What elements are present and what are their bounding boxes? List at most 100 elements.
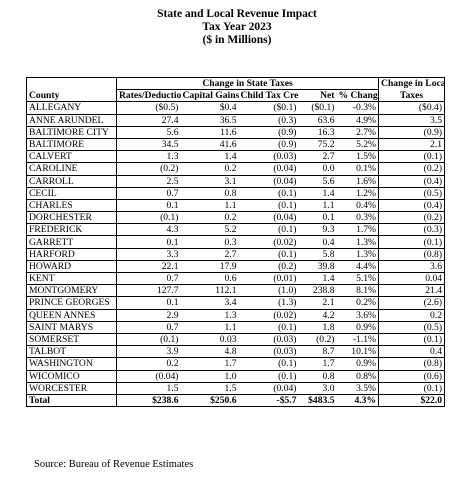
cell-net: (0.2) (298, 333, 337, 347)
cell-capital-gains: 0.8 (180, 187, 239, 200)
cell-local: (0.2) (378, 211, 446, 225)
cell-net: 1.1 (298, 199, 337, 213)
cell-county: MONTGOMERY (26, 284, 117, 298)
cell-rates: (0.1) (116, 333, 181, 347)
table-row: ANNE ARUNDEL 27.4 36.5 (0.3) 63.6 4.9% 3.5 (26, 114, 446, 127)
cell-local: (0.6) (378, 370, 446, 383)
cell-rates: 1.3 (116, 150, 181, 164)
cell-child-tax-credit: (0.04) (238, 382, 299, 395)
cell-pct-change: 1.5% (336, 150, 380, 164)
cell-pct-change: 0.9% (336, 321, 380, 334)
table-row: BALTIMORE 34.5 41.6 (0.9) 75.2 5.2% 2.1 (26, 138, 446, 152)
cell-county: QUEEN ANNES (26, 309, 117, 322)
cell-local: 21.4 (378, 284, 446, 298)
cell-child-tax-credit: (0.01) (238, 272, 299, 286)
cell-pct-change: 4.9% (336, 114, 380, 127)
cell-rates: (0.2) (116, 162, 181, 176)
cell-rates: 0.7 (116, 321, 181, 334)
cell-county: CARROLL (26, 175, 117, 188)
cell-net: 63.6 (298, 114, 337, 127)
cell-capital-gains: 17.9 (180, 260, 239, 274)
cell-county: ANNE ARUNDEL (26, 114, 117, 127)
cell-net: 0.4 (298, 235, 337, 249)
header-rates: Rates/Deductions (116, 89, 181, 103)
cell-net: 1.7 (298, 357, 337, 371)
cell-rates: 0.2 (116, 357, 181, 371)
cell-pct-change: 1.3% (336, 235, 380, 249)
table-row: BALTIMORE CITY 5.6 11.6 (0.9) 16.3 2.7% (0.9) (26, 126, 446, 139)
cell-county: PRINCE GEORGES (26, 296, 117, 310)
cell-capital-gains: 112.1 (180, 284, 239, 298)
title-line-3: ($ in Millions) (202, 34, 272, 46)
header-county: County (26, 89, 117, 103)
table-row: WICOMICO (0.04) 1.0 (0.1) 0.8 0.8% (0.6) (26, 370, 446, 383)
cell-county: DORCHESTER (26, 211, 117, 225)
cell-capital-gains: 1.5 (180, 382, 239, 395)
cell-capital-gains: 0.2 (180, 162, 239, 176)
cell-child-tax-credit: ($0.1) (238, 101, 299, 115)
cell-capital-gains: 3.1 (180, 175, 239, 188)
cell-county: WASHINGTON (26, 357, 117, 371)
cell-child-tax-credit: (0.9) (238, 138, 299, 152)
cell-county: SAINT MARYS (26, 321, 117, 334)
cell-child-tax-credit: (0.04) (238, 211, 299, 225)
cell-county: SOMERSET (26, 333, 117, 347)
source-note: Source: Bureau of Revenue Estimates (34, 459, 194, 470)
header-pct-change: % Change (336, 89, 380, 103)
table-row: CARROLL 2.5 3.1 (0.04) 5.6 1.6% (0.4) (26, 175, 446, 188)
cell-child-tax-credit: (0.04) (238, 162, 299, 176)
table-row: QUEEN ANNES 2.9 1.3 (0.02) 4.2 3.6% 0.2 (26, 309, 446, 322)
cell-child-tax-credit: (0.3) (238, 114, 299, 127)
cell-capital-gains: 1.0 (180, 370, 239, 383)
cell-county: CECIL (26, 187, 117, 200)
cell-rates: 27.4 (116, 114, 181, 127)
total-label: Total (26, 393, 117, 408)
table-body: ALLEGANY ($0.5) $0.4 ($0.1) ($0.1) -0.3% ($0.4… (26, 101, 446, 395)
table-row: DORCHESTER (0.1) 0.2 (0.04) 0.1 0.3% (0.2) (26, 211, 446, 225)
cell-rates: 0.7 (116, 187, 181, 200)
cell-pct-change: 1.2% (336, 187, 380, 200)
cell-county: HARFORD (26, 248, 117, 261)
cell-local: (0.8) (378, 248, 446, 261)
cell-capital-gains: 11.6 (180, 126, 239, 139)
cell-rates: 3.9 (116, 345, 181, 359)
cell-pct-change: 2.7% (336, 126, 380, 139)
cell-local: (0.8) (378, 357, 446, 371)
title-line-2: Tax Year 2023 (202, 21, 272, 33)
total-row: Total $238.6 $250.6 -$5.7 $483.5 4.3% $2… (26, 393, 446, 408)
header-local-taxes-line2: Taxes (378, 89, 446, 103)
cell-net: 3.0 (298, 382, 337, 395)
cell-net: 1.4 (298, 187, 337, 200)
cell-local: (0.5) (378, 321, 446, 334)
cell-county: CAROLINE (26, 162, 117, 176)
cell-county: WORCESTER (26, 382, 117, 395)
cell-capital-gains: 1.4 (180, 150, 239, 164)
table-row: CALVERT 1.3 1.4 (0.03) 2.7 1.5% (0.1) (26, 150, 446, 164)
cell-capital-gains: 41.6 (180, 138, 239, 152)
cell-child-tax-credit: (0.02) (238, 235, 299, 249)
table-row: ALLEGANY ($0.5) $0.4 ($0.1) ($0.1) -0.3% ($0.4… (26, 101, 446, 115)
cell-pct-change: 1.7% (336, 223, 380, 237)
cell-local: (0.1) (378, 150, 446, 164)
cell-pct-change: 8.1% (336, 284, 380, 298)
cell-net: 5.6 (298, 175, 337, 188)
header-local-taxes-line1: Change in Local (378, 76, 446, 90)
cell-child-tax-credit: (0.1) (238, 199, 299, 213)
total-pct-change: 4.3% (336, 393, 380, 408)
cell-local: 0.4 (378, 345, 446, 359)
cell-child-tax-credit: (0.9) (238, 126, 299, 139)
cell-child-tax-credit: (0.1) (238, 357, 299, 371)
cell-pct-change: -0.3% (336, 101, 380, 115)
total-child-tax-credit: -$5.7 (238, 393, 299, 408)
cell-child-tax-credit: (0.03) (238, 333, 299, 347)
table-row: CAROLINE (0.2) 0.2 (0.04) 0.0 0.1% (0.2) (26, 162, 446, 176)
cell-net: 75.2 (298, 138, 337, 152)
cell-county: GARRETT (26, 235, 117, 249)
cell-capital-gains: 3.4 (180, 296, 239, 310)
cell-local: (0.1) (378, 382, 446, 395)
cell-county: BALTIMORE (26, 138, 117, 152)
cell-capital-gains: 1.3 (180, 309, 239, 322)
cell-pct-change: 0.3% (336, 211, 380, 225)
header-state-taxes: Change in State Taxes (115, 76, 380, 91)
total-capital-gains: $250.6 (180, 393, 239, 408)
